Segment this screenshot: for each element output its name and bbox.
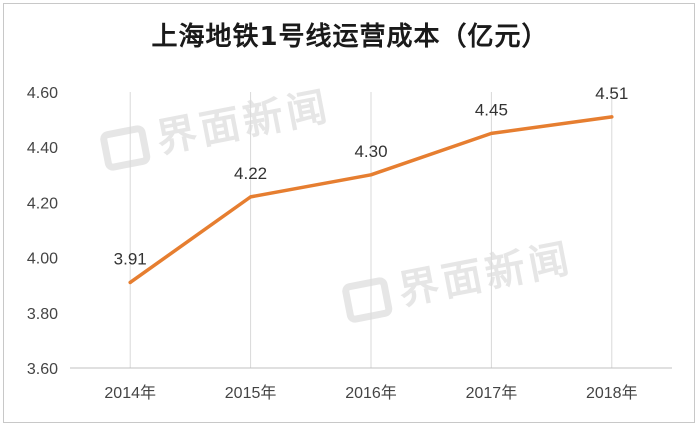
x-tick-label-4: 2018年 (586, 384, 638, 402)
data-point-3 (489, 131, 493, 135)
data-label-1: 4.22 (234, 164, 267, 183)
chart-title: 上海地铁1号线运营成本（亿元） (151, 22, 549, 52)
x-tick-label-0: 2014年 (104, 384, 156, 402)
data-point-1 (249, 195, 253, 199)
y-tick-label-5: 4.60 (27, 85, 58, 102)
data-label-0: 3.91 (114, 249, 147, 268)
y-tick-label-0: 3.60 (27, 361, 58, 378)
data-label-4: 4.51 (595, 84, 628, 103)
x-tick-label-2: 2016年 (345, 384, 397, 402)
y-tick-label-3: 4.20 (27, 195, 58, 212)
x-tick-label-1: 2015年 (225, 384, 277, 402)
y-tick-label-1: 3.80 (27, 306, 58, 323)
data-label-3: 4.45 (475, 100, 508, 119)
data-point-2 (369, 173, 373, 177)
chart-frame (3, 3, 695, 423)
data-point-4 (610, 115, 614, 119)
y-tick-label-4: 4.40 (27, 140, 58, 157)
data-label-2: 4.30 (354, 142, 387, 161)
x-tick-label-3: 2017年 (466, 384, 518, 402)
y-tick-label-2: 4.00 (27, 251, 58, 268)
data-point-0 (128, 280, 132, 284)
